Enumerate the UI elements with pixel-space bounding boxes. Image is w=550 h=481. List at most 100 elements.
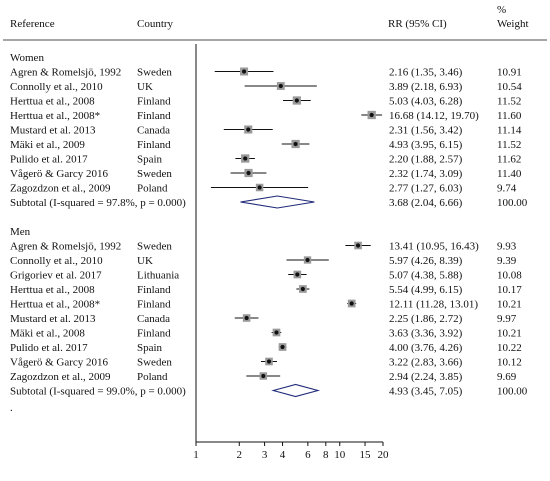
study-reference: Pulido et al. 2017 xyxy=(10,154,88,166)
point-estimate xyxy=(278,83,283,89)
study-country: Sweden xyxy=(137,168,172,180)
study-row: Herttua et al., 2008 Finland 5.54 (4.99, 6… xyxy=(10,284,522,296)
study-reference: Herttua et al., 2008* xyxy=(10,299,100,311)
study-row: Connolly et al., 2010 UK 5.97 (4.26, 8.39)… xyxy=(10,255,517,267)
subtotal-diamond xyxy=(240,195,315,209)
study-row: Herttua et al., 2008 Finland 5.03 (4.03, 6… xyxy=(10,96,521,108)
study-country: Canada xyxy=(137,125,170,137)
study-reference: Mäki et al., 2009 xyxy=(10,139,85,151)
study-reference: Zagozdzon et al., 2009 xyxy=(10,183,111,195)
study-weight: 10.54 xyxy=(497,81,522,93)
x-tick-label: 1 xyxy=(193,449,199,461)
study-row: Mustard et al. 2013 Canada 2.25 (1.86, 2.7… xyxy=(10,313,517,325)
forest-rows: Women Agren & Romelsjö, 1992 Sweden 2.16 (1… xyxy=(10,52,528,414)
study-row: Herttua et al., 2008* Finland 12.11 (11.28… xyxy=(10,299,522,311)
study-rr-ci: 16.68 (14.12, 19.70) xyxy=(389,110,479,122)
group-label: Men xyxy=(10,226,31,238)
x-tick-label: 3 xyxy=(262,449,268,461)
study-weight: 10.22 xyxy=(497,342,522,354)
point-estimate xyxy=(369,112,374,118)
study-reference: Mustard et al. 2013 xyxy=(10,125,96,137)
x-tick-label: 6 xyxy=(305,449,311,461)
study-row: Vågerö & Garcy 2016 Sweden 2.32 (1.74, 3.0… xyxy=(10,168,522,180)
study-weight: 11.14 xyxy=(497,125,522,137)
study-rr-ci: 2.25 (1.86, 2.72) xyxy=(389,313,463,325)
study-country: Sweden xyxy=(137,241,172,253)
point-estimate xyxy=(293,141,298,147)
subtotal-label: Subtotal (I-squared = 97.8%, p = 0.000) xyxy=(10,197,186,209)
study-rr-ci: 2.16 (1.35, 3.46) xyxy=(389,67,463,79)
subtotal-rr-ci: 3.68 (2.04, 6.66) xyxy=(389,197,463,209)
point-estimate xyxy=(274,330,279,335)
study-row: Mustard et al. 2013 Canada 2.31 (1.56, 3.4… xyxy=(10,125,522,137)
trailing-mark: . xyxy=(10,402,13,414)
subtotal-label: Subtotal (I-squared = 99.0%, p = 0.000) xyxy=(10,386,186,398)
study-rr-ci: 12.11 (11.28, 13.01) xyxy=(389,299,478,311)
study-country: Sweden xyxy=(137,67,172,79)
study-row: Agren & Romelsjö, 1992 Sweden 2.16 (1.35, … xyxy=(10,67,522,79)
study-rr-ci: 5.54 (4.99, 6.15) xyxy=(389,284,463,296)
study-row: Agren & Romelsjö, 1992 Sweden 13.41 (10.95… xyxy=(10,241,517,253)
x-tick-label: 8 xyxy=(323,449,329,461)
study-rr-ci: 5.03 (4.03, 6.28) xyxy=(389,96,463,108)
study-country: UK xyxy=(137,255,153,267)
subtotal-rr-ci: 4.93 (3.45, 7.05) xyxy=(389,386,463,398)
study-weight: 9.97 xyxy=(497,313,517,325)
column-headers: Reference Country RR (95% CI) % Weight xyxy=(10,4,529,30)
study-row: Zagozdzon et al., 2009 Poland 2.94 (2.24, … xyxy=(10,371,517,383)
study-rr-ci: 5.07 (4.38, 5.88) xyxy=(389,270,463,282)
study-rr-ci: 2.31 (1.56, 3.42) xyxy=(389,125,463,137)
study-rr-ci: 2.32 (1.74, 3.09) xyxy=(389,168,463,180)
study-country: Spain xyxy=(137,154,163,166)
point-estimate xyxy=(294,98,299,103)
header-country: Country xyxy=(137,18,174,30)
point-estimate xyxy=(257,185,262,190)
study-reference: Agren & Romelsjö, 1992 xyxy=(10,241,121,253)
study-weight: 9.74 xyxy=(497,183,517,195)
study-country: Finland xyxy=(137,299,171,311)
point-estimate xyxy=(246,127,251,132)
study-country: Finland xyxy=(137,96,171,108)
study-weight: 11.62 xyxy=(497,154,521,166)
study-weight: 11.40 xyxy=(497,168,522,180)
point-estimate xyxy=(349,301,354,306)
study-country: Canada xyxy=(137,313,170,325)
study-weight: 10.12 xyxy=(497,357,522,369)
x-tick-label: 15 xyxy=(360,449,372,461)
study-weight: 9.69 xyxy=(497,371,517,383)
study-rr-ci: 5.97 (4.26, 8.39) xyxy=(389,255,463,267)
study-reference: Herttua et al., 2008 xyxy=(10,284,95,296)
study-weight: 11.60 xyxy=(497,110,522,122)
subtotal-row: Subtotal (I-squared = 97.8%, p = 0.000) 3… xyxy=(10,195,528,209)
study-country: Sweden xyxy=(137,357,172,369)
study-weight: 9.93 xyxy=(497,241,517,253)
study-weight: 10.08 xyxy=(497,270,522,282)
study-country: Finland xyxy=(137,139,171,151)
study-country: Poland xyxy=(137,371,168,383)
study-row: Herttua et al., 2008* Finland 16.68 (14.12… xyxy=(10,110,522,122)
study-weight: 11.52 xyxy=(497,139,521,151)
subtotal-row: Subtotal (I-squared = 99.0%, p = 0.000) 4… xyxy=(10,383,528,398)
x-tick-label: 4 xyxy=(280,449,286,461)
study-reference: Vågerö & Garcy 2016 xyxy=(10,168,109,180)
study-row: Zagozdzon et al., 2009 Poland 2.77 (1.27, … xyxy=(10,183,517,195)
study-rr-ci: 13.41 (10.95, 16.43) xyxy=(389,241,479,253)
study-country: Finland xyxy=(137,328,171,340)
point-estimate xyxy=(246,170,251,176)
x-tick-label: 20 xyxy=(378,449,390,461)
subtotal-weight: 100.00 xyxy=(497,386,528,398)
group-men: Men Agren & Romelsjö, 1992 Sweden 13.41 (10… xyxy=(10,226,528,398)
study-row: Pulido et al. 2017 Spain 2.20 (1.88, 2.57)… xyxy=(10,154,521,166)
study-rr-ci: 3.22 (2.83, 3.66) xyxy=(389,357,463,369)
study-weight: 10.91 xyxy=(497,67,522,79)
study-weight: 10.21 xyxy=(497,299,522,311)
point-estimate xyxy=(300,286,305,292)
header-weight-symbol: % xyxy=(497,4,506,16)
point-estimate xyxy=(295,272,300,277)
study-row: Pulido et al. 2017 Spain 4.00 (3.76, 4.26)… xyxy=(10,342,522,354)
point-estimate xyxy=(243,156,248,161)
group-label: Women xyxy=(10,52,44,64)
point-estimate xyxy=(244,315,249,321)
study-reference: Pulido et al. 2017 xyxy=(10,342,88,354)
